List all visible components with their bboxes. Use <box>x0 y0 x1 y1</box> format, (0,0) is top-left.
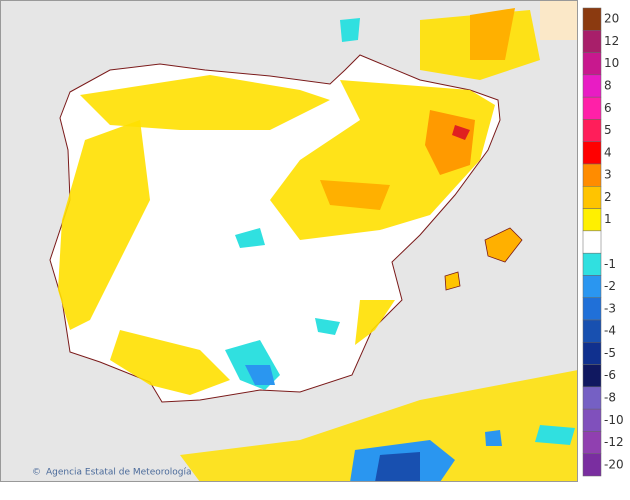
cool-area <box>315 318 340 335</box>
hot-area <box>320 180 390 210</box>
legend-swatch <box>582 163 602 187</box>
legend-swatch <box>582 431 602 454</box>
cool-area <box>245 365 275 385</box>
cool-area <box>485 430 502 446</box>
legend-label: -12 <box>604 435 624 449</box>
legend-swatch <box>582 141 602 165</box>
legend-swatch <box>582 453 602 477</box>
island <box>484 227 523 263</box>
map-frame <box>0 0 578 482</box>
credit-text: Agencia Estatal de Meteorología <box>46 468 192 478</box>
warm-area <box>180 370 578 482</box>
hot-area <box>470 8 515 60</box>
legend-swatch <box>582 386 602 410</box>
legend-swatch <box>582 119 602 142</box>
legend-label: 10 <box>604 56 619 70</box>
legend-label: -3 <box>604 301 616 315</box>
legend-swatch <box>582 96 602 120</box>
map: © Agencia Estatal de Meteorología <box>0 0 578 482</box>
cool-area <box>535 425 575 445</box>
legend-swatch <box>582 186 602 209</box>
legend-label: 1 <box>604 212 612 226</box>
legend: 20 12 10 8 6 5 4 3 2 1 -1 -2 -3 -4 -5 -6 -8 -10 -12 -20 <box>582 7 624 477</box>
legend-swatch <box>582 52 602 76</box>
legend-swatch <box>582 252 602 276</box>
legend-label: -1 <box>604 257 616 271</box>
warm-area <box>110 330 230 395</box>
cool-area <box>375 452 420 482</box>
legend-swatch <box>582 342 602 365</box>
legend-label: 2 <box>604 190 612 204</box>
cool-area <box>235 228 265 248</box>
warm-area <box>355 300 395 345</box>
legend-label: -10 <box>604 413 624 427</box>
legend-swatch <box>582 364 602 388</box>
legend-label: 4 <box>604 145 612 159</box>
cool-area <box>340 18 360 42</box>
legend-swatch <box>582 319 602 343</box>
legend-swatch <box>582 74 602 98</box>
island <box>444 271 461 291</box>
legend-label: -8 <box>604 391 616 405</box>
legend-swatch <box>582 275 602 298</box>
legend-label: -5 <box>604 346 616 360</box>
legend-swatch <box>582 7 602 31</box>
legend-swatch <box>582 30 602 53</box>
legend-label: -4 <box>604 324 616 338</box>
legend-label: -6 <box>604 368 616 382</box>
legend-label: 3 <box>604 168 612 182</box>
legend-swatch <box>582 297 602 321</box>
warm-area <box>58 120 150 330</box>
legend-label: 12 <box>604 34 619 48</box>
warm-area <box>80 75 330 130</box>
legend-label: 6 <box>604 101 612 115</box>
hot-spot <box>452 125 470 140</box>
legend-swatch <box>582 208 602 232</box>
legend-label: 8 <box>604 79 612 93</box>
legend-gap <box>582 230 602 254</box>
credit-symbol: © <box>32 468 41 478</box>
legend-label: 5 <box>604 123 612 137</box>
legend-label: 20 <box>604 12 619 26</box>
legend-swatch <box>582 408 602 432</box>
legend-label: -20 <box>604 457 624 471</box>
hot-area <box>425 110 475 175</box>
legend-label: -2 <box>604 279 616 293</box>
land-patch <box>540 0 578 40</box>
